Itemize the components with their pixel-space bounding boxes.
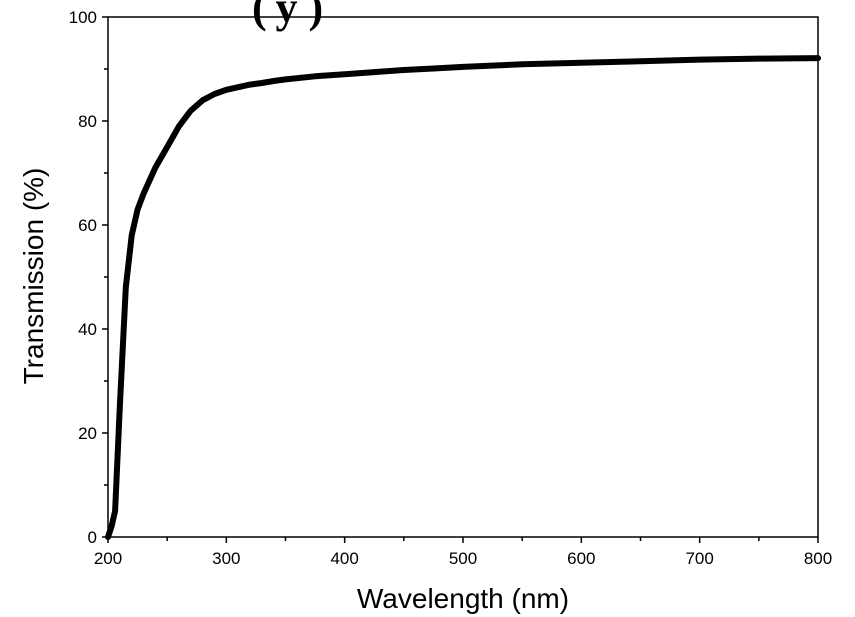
- x-tick-label: 400: [330, 549, 358, 568]
- y-tick-label: 100: [69, 8, 97, 27]
- y-tick-label: 60: [78, 216, 97, 235]
- x-tick-label: 600: [567, 549, 595, 568]
- x-tick-label: 300: [212, 549, 240, 568]
- plot-area: [105, 55, 821, 540]
- axes: 200 300 400 500 600 700 800 0 20 40 60 80 100: [69, 8, 833, 568]
- y-tick-label: 20: [78, 424, 97, 443]
- cropped-header-text: ( y ): [252, 0, 323, 32]
- x-tick-label: 500: [449, 549, 477, 568]
- x-tick-label: 800: [804, 549, 832, 568]
- y-tick-label: 40: [78, 320, 97, 339]
- x-axis-label: Wavelength (nm): [357, 583, 569, 614]
- y-tick-label: 80: [78, 112, 97, 131]
- x-tick-label: 700: [685, 549, 713, 568]
- x-tick-label: 200: [94, 549, 122, 568]
- series-line-0: [105, 55, 821, 540]
- y-axis-label: Transmission (%): [18, 168, 49, 385]
- y-tick-label: 0: [88, 528, 97, 547]
